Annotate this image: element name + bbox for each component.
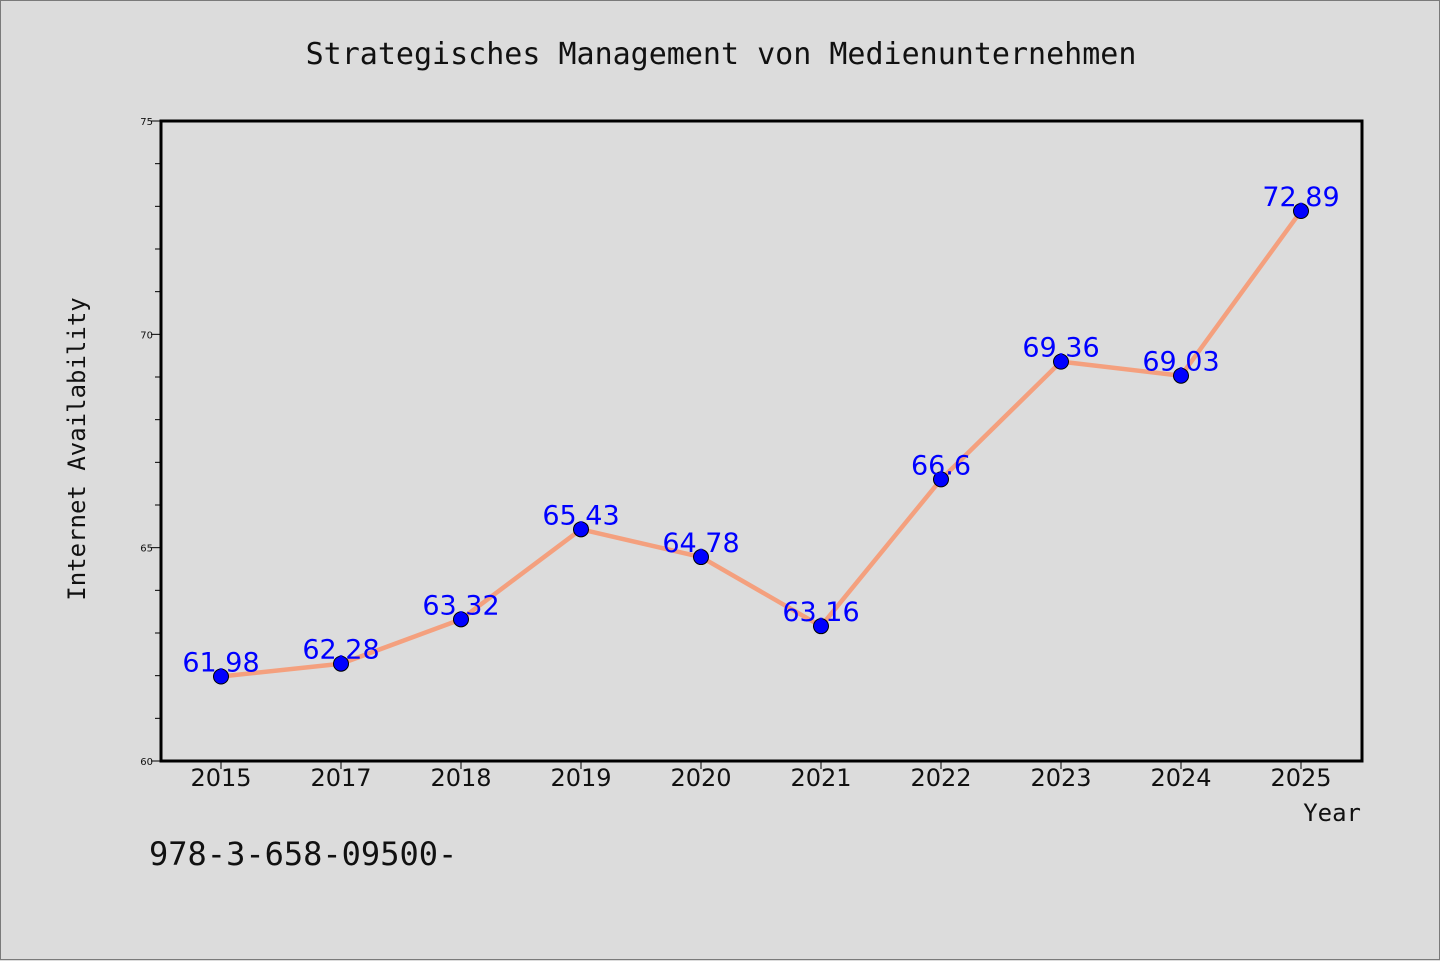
x-tick-label: 2017 bbox=[310, 764, 371, 792]
data-label: 63.16 bbox=[782, 597, 859, 628]
data-label: 64.78 bbox=[662, 528, 739, 559]
data-point bbox=[213, 668, 229, 685]
data-label: 72.89 bbox=[1262, 182, 1339, 213]
data-point bbox=[1173, 367, 1189, 384]
y-tick-label: 65 bbox=[140, 544, 153, 555]
data-label: 69.03 bbox=[1142, 347, 1219, 378]
y-tick-label: 70 bbox=[140, 330, 153, 341]
chart-title: Strategisches Management von Medienunter… bbox=[306, 37, 1137, 72]
data-point bbox=[1293, 203, 1309, 220]
y-axis-label: Internet Availability bbox=[63, 297, 91, 600]
series-line-layer bbox=[218, 208, 1304, 679]
data-label: 65.43 bbox=[542, 500, 619, 531]
x-axis-label: Year bbox=[1303, 799, 1361, 827]
data-point bbox=[333, 655, 349, 672]
data-label: 62.28 bbox=[302, 635, 379, 666]
data-point bbox=[933, 471, 949, 488]
data-labels: 61.98 62.28 63.32 65.43 64.78 63.16 66.6 69.36 6… bbox=[182, 182, 1339, 678]
data-point bbox=[1053, 353, 1069, 370]
axis-ticks: 60 65 70 75 2015 2017 2018 2019 2020 2021 2022 2023… bbox=[140, 117, 1331, 792]
data-point bbox=[693, 549, 709, 566]
x-tick-label: 2018 bbox=[430, 764, 491, 792]
x-tick-label: 2025 bbox=[1270, 764, 1331, 792]
x-tick-label: 2024 bbox=[1150, 764, 1211, 792]
x-tick-label: 2022 bbox=[910, 764, 971, 792]
data-point bbox=[813, 618, 829, 635]
data-point bbox=[573, 521, 589, 538]
data-points bbox=[213, 203, 1309, 685]
y-tick-label: 60 bbox=[140, 757, 153, 768]
x-tick-label: 2015 bbox=[190, 764, 251, 792]
x-tick-label: 2023 bbox=[1030, 764, 1091, 792]
footnote-text: 978-3-658-09500- bbox=[149, 835, 457, 873]
x-tick-label: 2019 bbox=[550, 764, 611, 792]
x-tick-label: 2020 bbox=[670, 764, 731, 792]
y-tick-label: 75 bbox=[140, 117, 153, 128]
data-label: 66.6 bbox=[911, 450, 971, 481]
data-label: 61.98 bbox=[182, 648, 259, 679]
plot-area bbox=[159, 119, 1364, 763]
data-label: 63.32 bbox=[422, 590, 499, 621]
data-point bbox=[453, 611, 469, 628]
series-line bbox=[218, 208, 1304, 679]
x-tick-label: 2021 bbox=[790, 764, 851, 792]
data-label: 69.36 bbox=[1022, 333, 1099, 364]
